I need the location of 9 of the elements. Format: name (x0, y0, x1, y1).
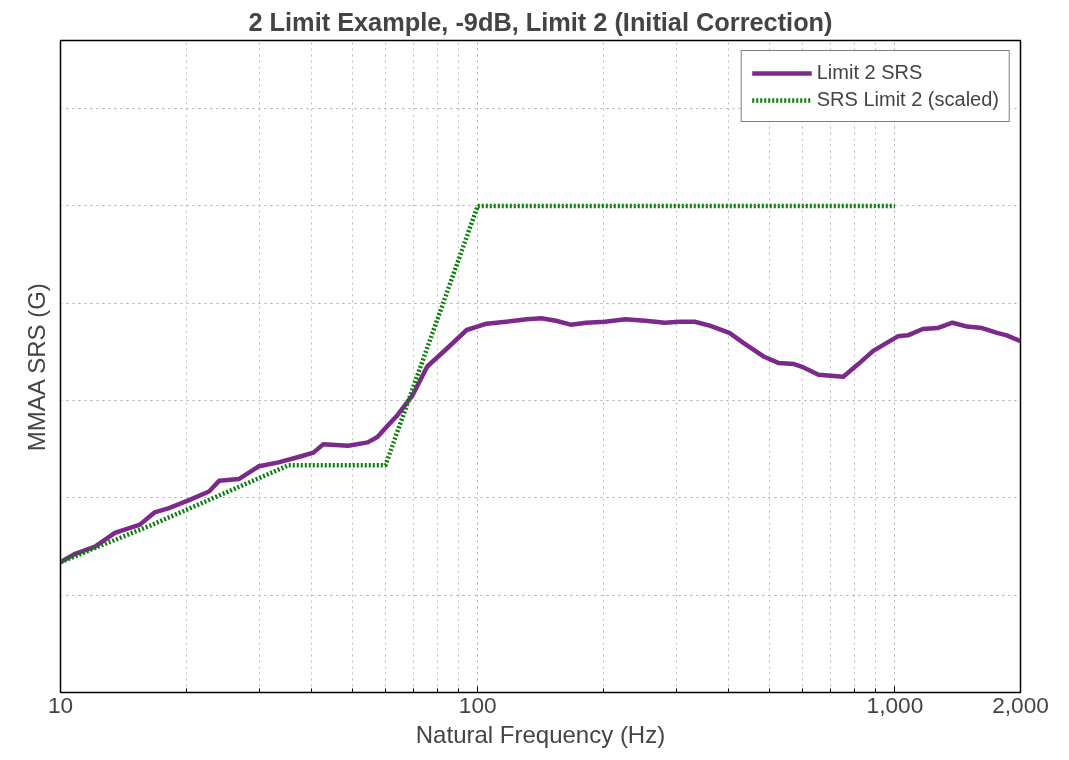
x-tick-label: 1,000 (866, 691, 924, 718)
x-axis-title: Natural Frequency (Hz) (415, 720, 666, 748)
legend-label: Limit 2 SRS (816, 61, 923, 84)
y-axis-title: MMAA SRS (G) (22, 283, 50, 452)
chart-title: 2 Limit Example, -9dB, Limit 2 (Initial Correction) (248, 7, 833, 36)
x-tick-label: 100 (458, 691, 497, 718)
x-tick-label: 2,000 (992, 691, 1049, 718)
x-tick-label: 10 (47, 691, 74, 718)
legend-label: SRS Limit 2 (scaled) (816, 88, 999, 111)
